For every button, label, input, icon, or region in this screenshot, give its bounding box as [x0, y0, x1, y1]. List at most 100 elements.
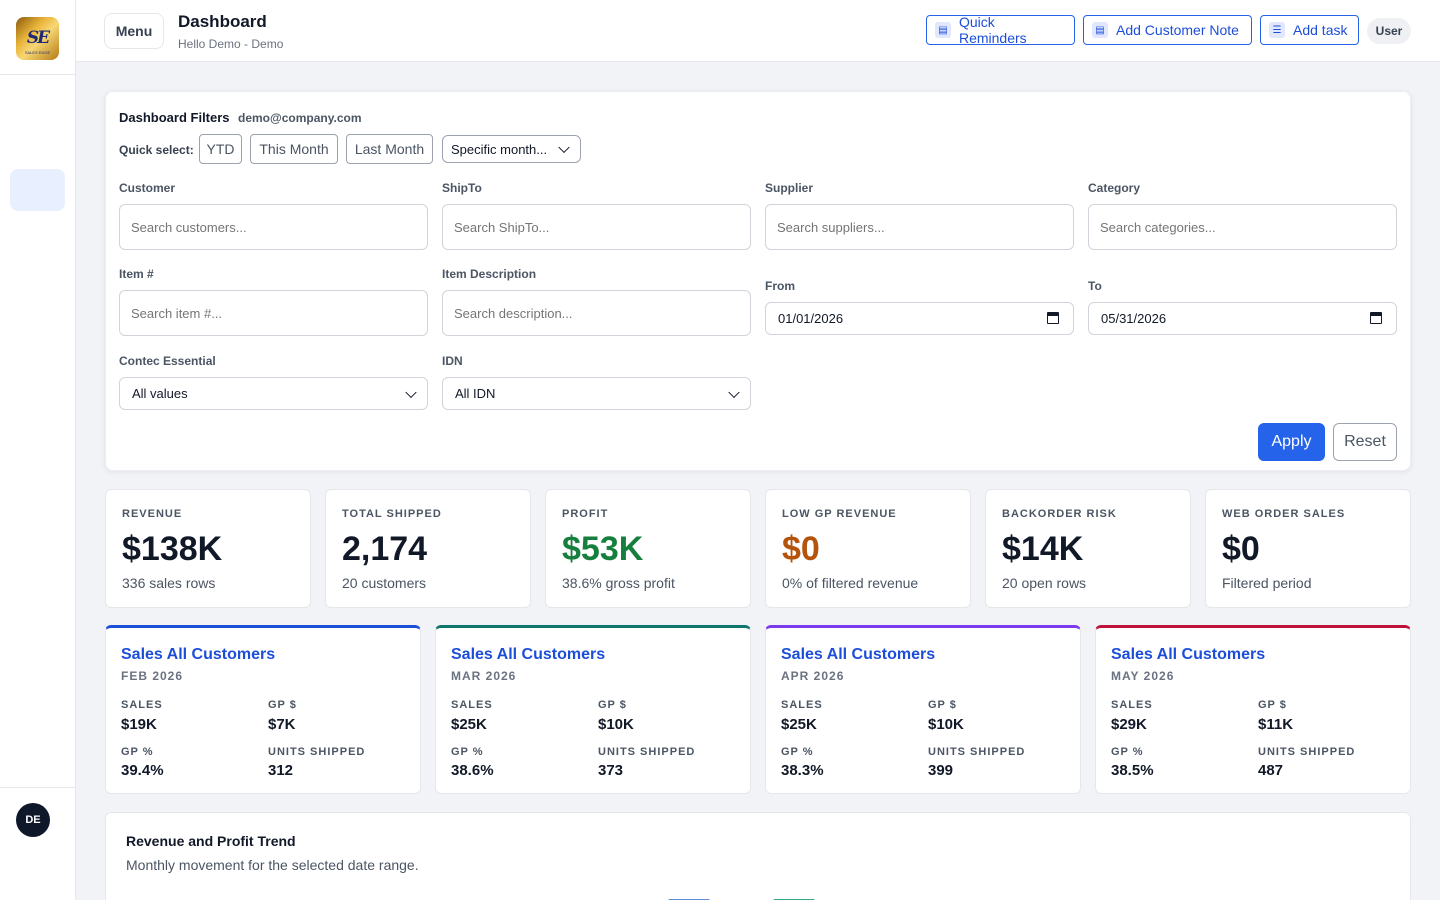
- quick-select-ytd[interactable]: YTD: [199, 134, 242, 164]
- contec-essential-value: All values: [132, 386, 188, 401]
- filters-email: demo@company.com: [238, 111, 362, 125]
- from-date-label: From: [765, 279, 795, 293]
- logo-subtext: SALES EDGE: [24, 50, 51, 55]
- gp-percent-value: 38.3%: [781, 762, 824, 779]
- kpi-value: $14K: [1002, 530, 1084, 568]
- month-card[interactable]: Sales All Customers MAR 2026 SALES $25K …: [435, 625, 751, 794]
- gp-dollar-label: GP $: [1258, 699, 1287, 711]
- reminder-icon: ▤: [935, 22, 951, 38]
- add-customer-note-label: Add Customer Note: [1116, 22, 1239, 38]
- top-header: Menu Dashboard Hello Demo - Demo ▤ Quick…: [76, 0, 1440, 62]
- quick-reminders-button[interactable]: ▤ Quick Reminders: [926, 14, 1075, 46]
- shipto-label: ShipTo: [442, 181, 482, 195]
- quick-select-label: Quick select:: [119, 143, 194, 157]
- avatar[interactable]: DE: [16, 803, 50, 837]
- to-date-value: 05/31/2026: [1101, 311, 1167, 326]
- kpi-value: $138K: [122, 530, 223, 568]
- page-subtitle: Hello Demo - Demo: [178, 37, 284, 51]
- quick-select-last-month[interactable]: Last Month: [346, 134, 433, 164]
- apply-button[interactable]: Apply: [1258, 423, 1325, 461]
- reset-button[interactable]: Reset: [1333, 423, 1397, 461]
- month-card[interactable]: Sales All Customers APR 2026 SALES $25K …: [765, 625, 1081, 794]
- gp-dollar-label: GP $: [928, 699, 957, 711]
- month-card-period: APR 2026: [781, 669, 845, 683]
- units-shipped-label: UNITS SHIPPED: [268, 746, 366, 758]
- sales-value: $19K: [121, 716, 157, 733]
- sales-value: $25K: [451, 716, 487, 733]
- kpi-subtext: 336 sales rows: [122, 575, 216, 591]
- month-card[interactable]: Sales All Customers MAY 2026 SALES $29K …: [1095, 625, 1411, 794]
- from-date-value: 01/01/2026: [778, 311, 844, 326]
- customer-search-input[interactable]: [119, 204, 428, 250]
- kpi-card-backorder-risk: BACKORDER RISK $14K 20 open rows: [985, 489, 1191, 608]
- idn-label: IDN: [442, 354, 463, 368]
- kpi-card-total-shipped: TOTAL SHIPPED 2,174 20 customers: [325, 489, 531, 608]
- quick-select-this-month[interactable]: This Month: [250, 134, 338, 164]
- contec-essential-select[interactable]: All values: [119, 377, 428, 410]
- app-logo[interactable]: SE SALES EDGE: [16, 17, 59, 60]
- specific-month-value: Specific month...: [451, 141, 548, 157]
- sidebar-divider: [0, 74, 76, 75]
- to-date-label: To: [1088, 279, 1102, 293]
- add-task-label: Add task: [1293, 22, 1348, 38]
- month-card-title[interactable]: Sales All Customers: [1111, 646, 1266, 663]
- gp-dollar-label: GP $: [598, 699, 627, 711]
- gp-dollar-label: GP $: [268, 699, 297, 711]
- calendar-icon[interactable]: [1047, 312, 1059, 324]
- month-card-title[interactable]: Sales All Customers: [781, 646, 936, 663]
- category-search-input[interactable]: [1088, 204, 1397, 250]
- kpi-subtext: 20 open rows: [1002, 575, 1087, 591]
- gp-dollar-value: $11K: [1258, 716, 1294, 733]
- menu-button[interactable]: Menu: [104, 13, 164, 49]
- gp-percent-label: GP %: [781, 746, 814, 758]
- sidebar-item-dashboard[interactable]: [10, 169, 65, 211]
- units-shipped-value: 399: [928, 762, 954, 779]
- kpi-label: REVENUE: [122, 508, 183, 520]
- kpi-label: PROFIT: [562, 508, 609, 520]
- gp-percent-value: 39.4%: [121, 762, 164, 779]
- user-menu[interactable]: User: [1367, 18, 1411, 44]
- contec-essential-label: Contec Essential: [119, 354, 216, 368]
- units-shipped-value: 312: [268, 762, 294, 779]
- chevron-down-icon: [728, 386, 740, 398]
- quick-reminders-label: Quick Reminders: [958, 14, 1027, 46]
- sidebar: SE SALES EDGE DE: [0, 0, 76, 900]
- from-date-input[interactable]: 01/01/2026: [765, 302, 1074, 335]
- kpi-card-low-gp-revenue: LOW GP REVENUE $0 0% of filtered revenue: [765, 489, 971, 608]
- kpi-card-profit: PROFIT $53K 38.6% gross profit: [545, 489, 751, 608]
- specific-month-select[interactable]: Specific month...: [442, 135, 581, 163]
- idn-value: All IDN: [455, 386, 496, 401]
- idn-select[interactable]: All IDN: [442, 377, 751, 410]
- chevron-down-icon: [558, 141, 570, 154]
- month-card[interactable]: Sales All Customers FEB 2026 SALES $19K …: [105, 625, 421, 794]
- page-title: Dashboard: [178, 12, 267, 31]
- shipto-search-input[interactable]: [442, 204, 751, 250]
- logo-mark: SE: [26, 28, 50, 48]
- kpi-label: LOW GP REVENUE: [782, 508, 897, 520]
- sales-label: SALES: [121, 699, 163, 711]
- kpi-card-revenue: REVENUE $138K 336 sales rows: [105, 489, 311, 608]
- filters-title: Dashboard Filters: [119, 110, 230, 125]
- kpi-value: 2,174: [342, 530, 428, 568]
- kpi-card-web-order-sales: WEB ORDER SALES $0 Filtered period: [1205, 489, 1411, 608]
- kpi-value: $53K: [562, 530, 644, 568]
- customer-label: Customer: [119, 181, 176, 195]
- gp-percent-label: GP %: [451, 746, 484, 758]
- units-shipped-label: UNITS SHIPPED: [598, 746, 696, 758]
- month-card-period: MAR 2026: [451, 669, 517, 683]
- calendar-icon[interactable]: [1370, 312, 1382, 324]
- sales-value: $25K: [781, 716, 817, 733]
- kpi-label: TOTAL SHIPPED: [342, 508, 442, 520]
- supplier-label: Supplier: [765, 181, 814, 195]
- kpi-subtext: Filtered period: [1222, 575, 1312, 591]
- item-description-search-input[interactable]: [442, 290, 751, 336]
- supplier-search-input[interactable]: [765, 204, 1074, 250]
- gp-percent-value: 38.6%: [451, 762, 494, 779]
- month-card-title[interactable]: Sales All Customers: [121, 646, 276, 663]
- add-task-button[interactable]: ☰ Add task: [1260, 15, 1359, 45]
- gp-percent-value: 38.5%: [1111, 762, 1154, 779]
- to-date-input[interactable]: 05/31/2026: [1088, 302, 1397, 335]
- month-card-title[interactable]: Sales All Customers: [451, 646, 606, 663]
- item-number-search-input[interactable]: [119, 290, 428, 336]
- add-customer-note-button[interactable]: ▤ Add Customer Note: [1083, 15, 1252, 45]
